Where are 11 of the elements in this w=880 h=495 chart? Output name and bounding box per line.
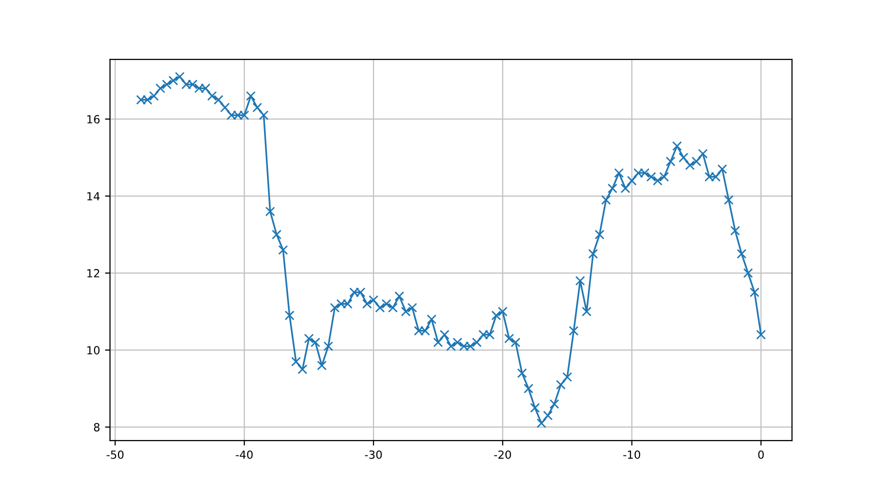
x-tick-label: -50 — [106, 450, 124, 459]
y-tick-label: 10 — [87, 346, 100, 354]
x-tick-label: -30 — [364, 450, 382, 459]
x-tick-label: -40 — [236, 450, 253, 459]
x-tick-label: -10 — [623, 450, 640, 459]
y-tick-label: 14 — [87, 192, 100, 200]
x-tick-label: -20 — [494, 450, 512, 459]
x-tick-label: 0 — [758, 450, 764, 459]
y-tick-label: 16 — [87, 115, 100, 124]
y-tick-label: 12 — [87, 269, 100, 278]
y-tick-label: 8 — [94, 423, 100, 432]
